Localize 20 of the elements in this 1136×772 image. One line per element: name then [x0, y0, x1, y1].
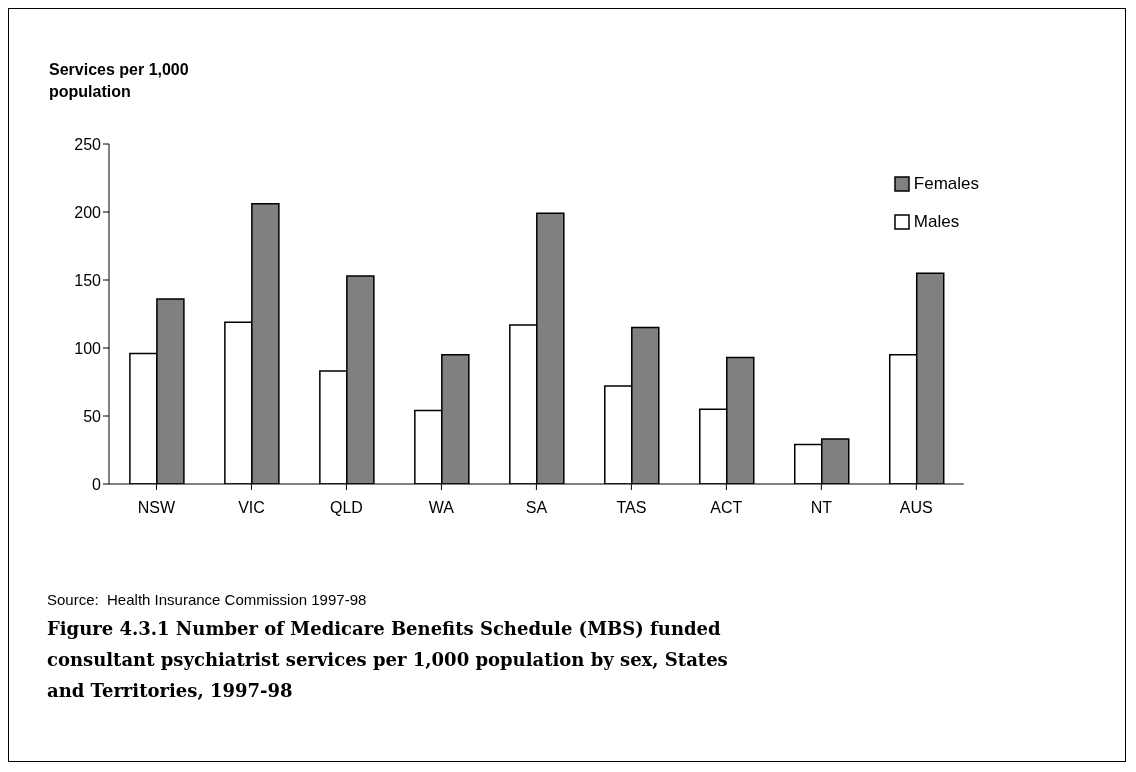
x-tick-label: NT: [810, 499, 833, 517]
text: Figure 4.3.1 Number of Medicare Benefits Schedule (MBS) funded consultant psychiatrist services per 1,000 population by sex, States and Territories, 1997-98: [47, 617, 729, 703]
legend-label: Males: [913, 212, 960, 232]
x-tick-label: WA: [428, 499, 455, 517]
y-axis-title: Services per 1,000 population: [49, 60, 190, 102]
x-tick-label: NSW: [137, 499, 177, 517]
x-tick-label: QLD: [329, 499, 363, 517]
legend-label: Females: [913, 174, 979, 194]
x-tick-label: ACT: [710, 499, 743, 517]
x-tick-label: AUS: [899, 499, 933, 517]
x-tick-label: VIC: [238, 499, 265, 517]
y-tick-label: 250: [74, 135, 102, 153]
y-tick-label: 200: [74, 203, 102, 221]
x-tick-label: TAS: [616, 499, 647, 517]
y-tick-label: 100: [74, 339, 102, 357]
y-tick-label: 150: [74, 271, 102, 289]
x-tick-label: SA: [525, 499, 548, 517]
y-tick-label: 0: [92, 475, 102, 493]
y-tick-label: 50: [83, 407, 102, 425]
source-note: Source: Health Insurance Commission 1997-98: [47, 591, 367, 608]
